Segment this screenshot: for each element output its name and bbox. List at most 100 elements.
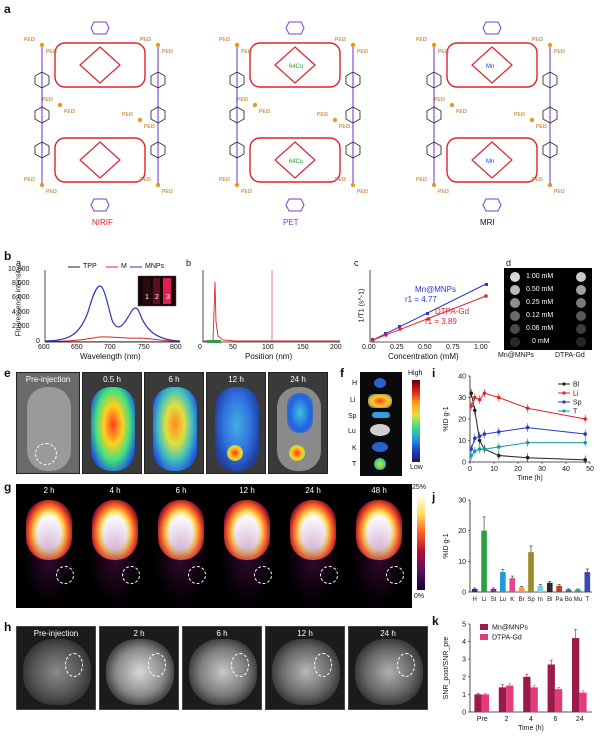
- fl-xtick-2: 700: [104, 344, 116, 351]
- pet-frame: 48 h: [346, 484, 412, 608]
- bar-mn-mnps: [571, 638, 580, 712]
- relaxivity-chart: [369, 270, 490, 343]
- fl-xtick-0: 600: [38, 344, 50, 351]
- mri-frame: 24 h: [348, 626, 428, 710]
- inset-label-2: 2: [155, 294, 159, 301]
- x-tick-label: 20: [514, 466, 522, 473]
- inset-label-3: 3: [166, 294, 170, 301]
- colorbar-nirf: [412, 380, 420, 462]
- porphyrin-core: Mn: [446, 137, 538, 183]
- y-tick-label: 30: [458, 395, 466, 402]
- phantom-col-gd: DTPA-Gd: [555, 352, 585, 359]
- fl-xtick-3: 750: [138, 344, 150, 351]
- y-tick-label: 30: [458, 498, 466, 505]
- conc-label: 0 mM: [532, 338, 550, 345]
- conc-label: 0.50 mM: [526, 286, 554, 293]
- category-label: H: [473, 597, 477, 603]
- dls-xtick-1: 50: [229, 344, 237, 351]
- pet-time-label: 12 h: [239, 486, 255, 495]
- pet3-label: PEt3: [357, 49, 368, 55]
- fl-xtick-4: 800: [170, 344, 182, 351]
- category-label: Li: [482, 597, 487, 603]
- phantom-well: [576, 285, 586, 295]
- metal-label: 64Cu: [289, 64, 303, 70]
- phantom-well: [510, 285, 520, 295]
- fl-ytick-2: 6,000: [12, 294, 30, 301]
- legend-label: Bl: [573, 382, 580, 389]
- porphyrin-core: [54, 137, 146, 183]
- data-point: [473, 408, 477, 413]
- data-point: [583, 432, 587, 436]
- pet-time-label: 24 h: [305, 486, 321, 495]
- metal-label: 64Cu: [289, 159, 303, 165]
- colorbar-high: High: [408, 370, 423, 377]
- legend-label: Li: [573, 391, 579, 398]
- pet3-label: PEt3: [339, 124, 350, 130]
- dls-xtick-0: 0: [198, 344, 202, 351]
- pet3-label: PEt3: [64, 109, 75, 115]
- category-label: K: [510, 597, 514, 603]
- bar-st: [490, 588, 497, 592]
- data-point: [477, 397, 482, 402]
- category-label: 4: [529, 716, 533, 723]
- pet-time-label: 2 h: [43, 486, 55, 495]
- colorbar-pet-max: 25%: [412, 484, 427, 491]
- cage-structure: PEt3PEt3PEt3PEt3PEt3PEt3PEt3PEt3PEt3PEt3…: [24, 21, 173, 212]
- data-point: [583, 440, 587, 445]
- linker-pillar: [229, 45, 245, 185]
- pet3-label: PEt3: [438, 49, 449, 55]
- data-point: [482, 432, 487, 436]
- category-label: Lu: [500, 597, 507, 603]
- organ-label: Sp: [348, 413, 357, 420]
- platinum-node: PEt3 PEt3: [122, 112, 155, 130]
- nirf-time-label: Pre-injection: [25, 375, 71, 384]
- bar-dtpa-gd: [530, 687, 538, 712]
- pet3-label: PEt3: [317, 112, 328, 118]
- platinum-node: PEt3 PEt3: [237, 97, 270, 115]
- pet3-label: PEt3: [241, 189, 252, 195]
- y-tick-label: 5: [462, 622, 466, 629]
- linker-ring: [285, 198, 305, 212]
- pet3-label: PEt3: [438, 189, 449, 195]
- x-axis-label: Time (h): [517, 475, 543, 482]
- organ-image: [360, 372, 402, 476]
- bar-br: [518, 587, 525, 592]
- linker-ring: [90, 198, 110, 212]
- platinum-node: PEt3 PEt3: [532, 37, 565, 55]
- category-label: Sp: [527, 597, 535, 603]
- pet3-label: PEt3: [259, 109, 270, 115]
- pet3-label: PEt3: [532, 37, 543, 43]
- data-point: [497, 395, 501, 400]
- organ-label: T: [352, 461, 357, 468]
- pet3-label: PEt3: [554, 189, 565, 195]
- linker-pillar: [345, 45, 361, 185]
- category-label: T: [585, 597, 589, 603]
- linker-pillar: [542, 45, 558, 185]
- nirf-time-label: 6 h: [168, 375, 180, 384]
- bar-in: [537, 585, 544, 592]
- porphyrin-core: Mn: [446, 42, 538, 88]
- phantom-well: [576, 272, 586, 282]
- panel-a-letter: a: [4, 2, 11, 16]
- organ-label: K: [352, 445, 357, 452]
- pet3-label: PEt3: [335, 37, 346, 43]
- pet3-label: PEt3: [46, 49, 57, 55]
- pet3-label: PEt3: [42, 97, 53, 103]
- caption-mri: MRI: [480, 218, 495, 227]
- caption-pet: PET: [283, 218, 299, 227]
- data-point: [497, 445, 501, 449]
- y-tick-label: 0: [462, 460, 466, 467]
- phantom-image: 1.00 mM 0.50 mM 0.25 mM 0.12 mM 0.06 mM …: [504, 268, 592, 350]
- legend-label: Sp: [573, 400, 582, 407]
- linker-ring: [90, 21, 110, 35]
- bar-mn-mnps: [498, 687, 507, 712]
- bar-h: [471, 588, 478, 592]
- legend-mnps: MNPs: [145, 263, 165, 270]
- pet3-label: PEt3: [219, 177, 230, 183]
- dls-xtick-4: 200: [330, 344, 342, 351]
- inset-label-1: 1: [145, 294, 149, 301]
- linker-pillar: [150, 45, 166, 185]
- metal-label: Mn: [486, 64, 494, 70]
- panel-h-letter: h: [4, 620, 12, 634]
